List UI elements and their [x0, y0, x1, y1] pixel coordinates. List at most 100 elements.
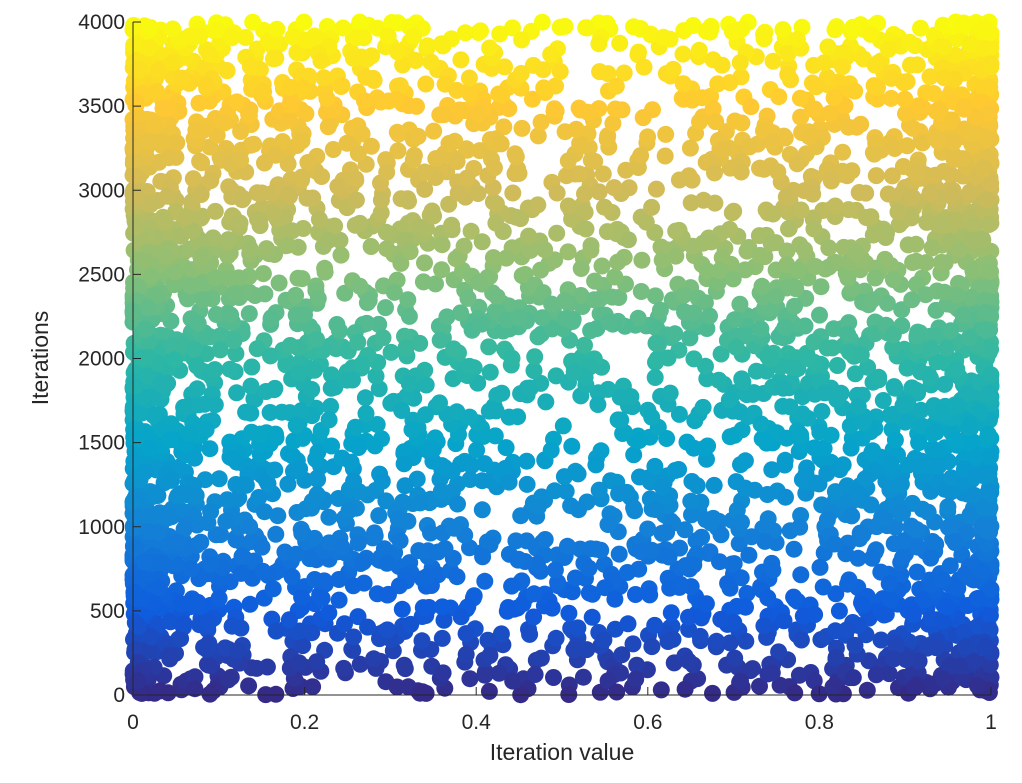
data-point: [919, 503, 937, 521]
data-point: [306, 529, 324, 547]
data-point: [161, 613, 179, 631]
data-point: [309, 443, 327, 461]
data-point: [253, 538, 271, 556]
data-point: [960, 419, 978, 437]
data-point: [898, 137, 916, 155]
data-point: [254, 265, 272, 283]
data-point: [563, 210, 581, 228]
data-point: [921, 68, 939, 86]
data-point: [606, 268, 624, 286]
data-point: [755, 30, 773, 48]
data-point: [456, 24, 474, 42]
data-point: [742, 98, 760, 116]
data-point: [955, 100, 973, 118]
data-point: [969, 590, 987, 608]
data-point: [536, 241, 554, 259]
data-point: [468, 441, 486, 459]
data-point: [535, 79, 553, 97]
y-tick-label: 1000: [78, 516, 125, 539]
data-point: [319, 232, 337, 249]
data-point: [217, 512, 235, 530]
data-point: [175, 615, 193, 633]
data-point: [639, 520, 657, 538]
data-point: [898, 73, 916, 91]
data-point: [981, 656, 999, 674]
data-point: [411, 494, 429, 512]
data-point: [267, 622, 285, 640]
data-point: [473, 472, 491, 490]
data-point: [127, 186, 144, 204]
data-point: [389, 142, 407, 160]
data-point: [193, 154, 211, 172]
data-point: [733, 513, 750, 531]
data-point: [691, 627, 709, 645]
data-point: [318, 103, 335, 121]
data-point: [866, 56, 884, 74]
data-point: [957, 385, 975, 403]
data-point: [269, 507, 287, 525]
data-point: [865, 77, 883, 95]
data-point: [958, 524, 976, 542]
data-point: [257, 383, 275, 400]
data-point: [366, 527, 384, 545]
data-point: [126, 539, 144, 557]
data-point: [569, 619, 587, 637]
data-point: [372, 191, 390, 209]
data-point: [161, 431, 179, 449]
data-point: [218, 491, 236, 509]
data-point: [497, 439, 515, 457]
data-point: [807, 258, 824, 275]
data-point: [255, 83, 273, 101]
data-point: [646, 501, 664, 518]
data-point: [806, 100, 824, 118]
data-point: [840, 201, 858, 219]
data-point: [551, 63, 569, 80]
data-point: [545, 100, 563, 118]
data-point: [606, 620, 624, 638]
data-point: [965, 486, 983, 504]
data-point: [210, 470, 228, 488]
scatter-points: [124, 13, 1000, 704]
data-point: [349, 333, 367, 351]
data-point: [470, 105, 487, 123]
data-point: [955, 624, 973, 641]
data-point: [137, 252, 155, 270]
data-point: [320, 604, 338, 622]
data-point: [826, 483, 844, 501]
data-point: [141, 439, 159, 457]
data-point: [144, 406, 162, 424]
data-point: [212, 526, 230, 544]
data-point: [902, 209, 920, 227]
data-point: [844, 18, 862, 36]
data-point: [378, 240, 396, 258]
data-point: [732, 672, 749, 690]
data-point: [982, 263, 999, 281]
data-point: [488, 386, 506, 404]
data-point: [898, 359, 916, 377]
data-point: [391, 77, 409, 95]
data-point: [580, 559, 598, 577]
data-point: [780, 219, 798, 237]
data-point: [737, 632, 755, 650]
data-point: [294, 79, 312, 97]
data-point: [934, 571, 952, 589]
data-point: [904, 254, 922, 271]
data-point: [469, 185, 487, 202]
x-tick-label: 0: [127, 711, 139, 734]
data-point: [365, 72, 383, 89]
data-point: [906, 679, 924, 696]
data-point: [522, 241, 539, 259]
data-point: [725, 614, 743, 631]
data-point: [226, 285, 244, 302]
data-point: [734, 373, 752, 391]
data-point: [136, 463, 153, 481]
data-point: [741, 138, 759, 156]
data-point: [533, 13, 551, 31]
data-point: [520, 227, 538, 245]
data-point: [510, 309, 528, 327]
data-point: [433, 598, 451, 616]
data-point: [436, 540, 454, 558]
data-point: [303, 492, 321, 510]
data-point: [736, 261, 754, 279]
data-point: [685, 556, 703, 574]
